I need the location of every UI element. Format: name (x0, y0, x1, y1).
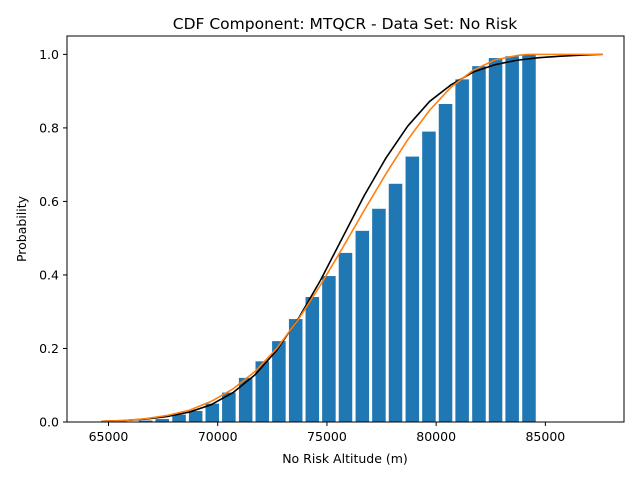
bar-23 (522, 54, 536, 422)
bar-2 (172, 414, 186, 422)
y-tick-label-3: 0.6 (39, 194, 59, 209)
chart-title: CDF Component: MTQCR - Data Set: No Risk (173, 15, 518, 33)
x-tick-label-1: 70000 (198, 429, 238, 444)
bar-8 (272, 341, 286, 422)
x-axis-title: No Risk Altitude (m) (282, 451, 408, 466)
bar-18 (438, 104, 453, 422)
bar-17 (422, 131, 436, 423)
bar-3 (188, 410, 203, 422)
bar-9 (288, 319, 303, 422)
bar-4 (205, 403, 220, 422)
bar-14 (372, 208, 386, 422)
cdf-lines-group (101, 53, 603, 423)
x-tick-label-4: 85000 (525, 429, 565, 444)
x-axis: 65000 70000 75000 80000 85000 (89, 422, 565, 444)
bar-1 (155, 419, 170, 422)
bar-11 (322, 276, 336, 422)
cdf-line-0 (101, 53, 603, 423)
bar-5 (222, 392, 236, 422)
x-tick-label-3: 80000 (416, 429, 456, 444)
y-axis-title: Probability (14, 195, 29, 262)
bar-10 (305, 297, 320, 422)
bar-20 (472, 66, 486, 422)
bars-group (138, 54, 536, 423)
bar-7 (255, 361, 270, 422)
bar-12 (338, 252, 353, 422)
y-tick-label-5: 1.0 (39, 47, 59, 62)
y-tick-label-4: 0.8 (39, 120, 59, 135)
bar-19 (455, 79, 469, 422)
bar-16 (405, 156, 420, 422)
cdf-line-1 (101, 53, 603, 423)
plot-frame (66, 35, 625, 423)
y-tick-label-2: 0.4 (39, 267, 59, 282)
bar-22 (505, 56, 519, 422)
bar-0 (138, 420, 153, 422)
y-tick-label-0: 0.0 (39, 415, 59, 430)
x-tick-label-2: 75000 (307, 429, 347, 444)
bar-15 (388, 183, 403, 422)
bar-21 (488, 58, 503, 423)
x-tick-label-0: 65000 (89, 429, 129, 444)
bar-6 (238, 377, 253, 422)
bar-13 (355, 230, 370, 422)
y-axis: 0.0 0.2 0.4 0.6 0.8 1.0 (39, 47, 67, 430)
y-tick-label-1: 0.2 (39, 341, 59, 356)
